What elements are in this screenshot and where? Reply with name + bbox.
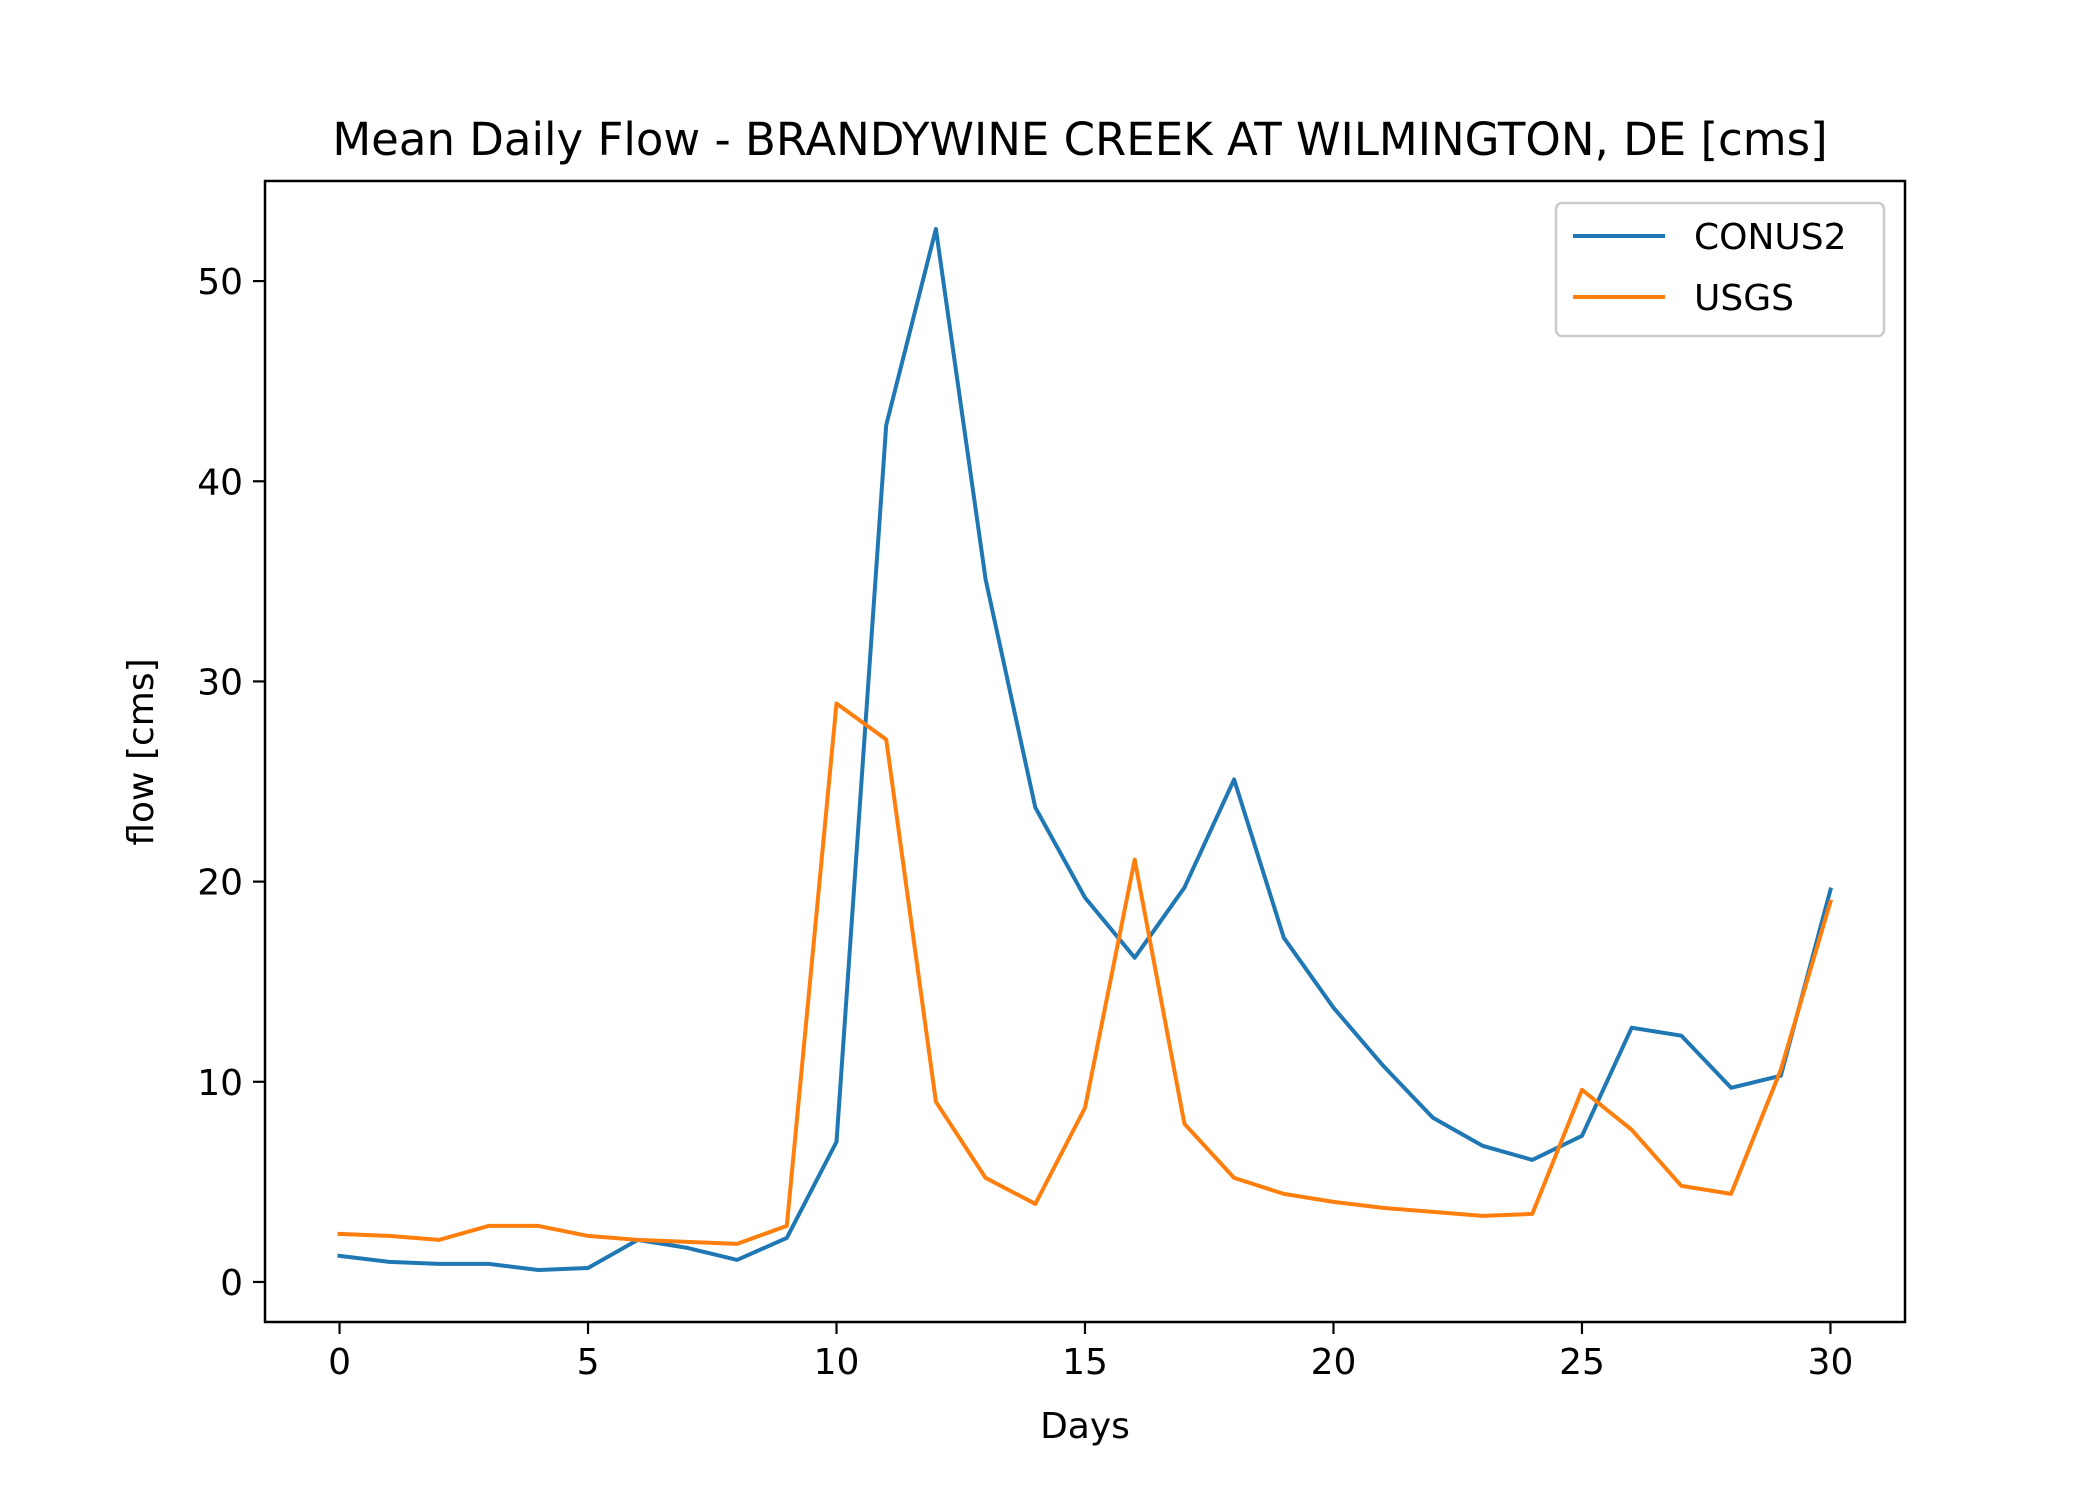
chart-title: Mean Daily Flow - BRANDYWINE CREEK AT WI… xyxy=(332,113,1827,166)
x-tick-label: 20 xyxy=(1311,1342,1357,1383)
series-line-conus2 xyxy=(337,227,1833,1272)
y-tick-label: 0 xyxy=(220,1263,243,1304)
x-axis-label: Days xyxy=(1040,1406,1130,1447)
x-tick-label: 10 xyxy=(814,1342,860,1383)
legend: CONUS2 USGS xyxy=(1554,201,1886,338)
x-axis: 0 5 10 15 20 25 30 xyxy=(328,1322,1853,1383)
y-tick-label: 30 xyxy=(197,662,243,703)
y-tick-label: 40 xyxy=(197,462,243,503)
y-axis: 0 10 20 30 40 50 xyxy=(197,262,265,1304)
y-tick-label: 10 xyxy=(197,1063,243,1104)
legend-label-conus2: CONUS2 xyxy=(1694,217,1847,258)
x-tick-label: 15 xyxy=(1062,1342,1108,1383)
x-tick-label: 30 xyxy=(1808,1342,1854,1383)
series-line-usgs xyxy=(337,701,1833,1246)
legend-label-usgs: USGS xyxy=(1694,278,1794,319)
x-tick-label: 5 xyxy=(577,1342,600,1383)
x-tick-label: 25 xyxy=(1559,1342,1605,1383)
series-lines xyxy=(337,227,1833,1272)
x-tick-label: 0 xyxy=(328,1342,351,1383)
y-tick-label: 50 xyxy=(197,262,243,303)
y-axis-label: flow [cms] xyxy=(121,658,162,845)
y-tick-label: 20 xyxy=(197,863,243,904)
